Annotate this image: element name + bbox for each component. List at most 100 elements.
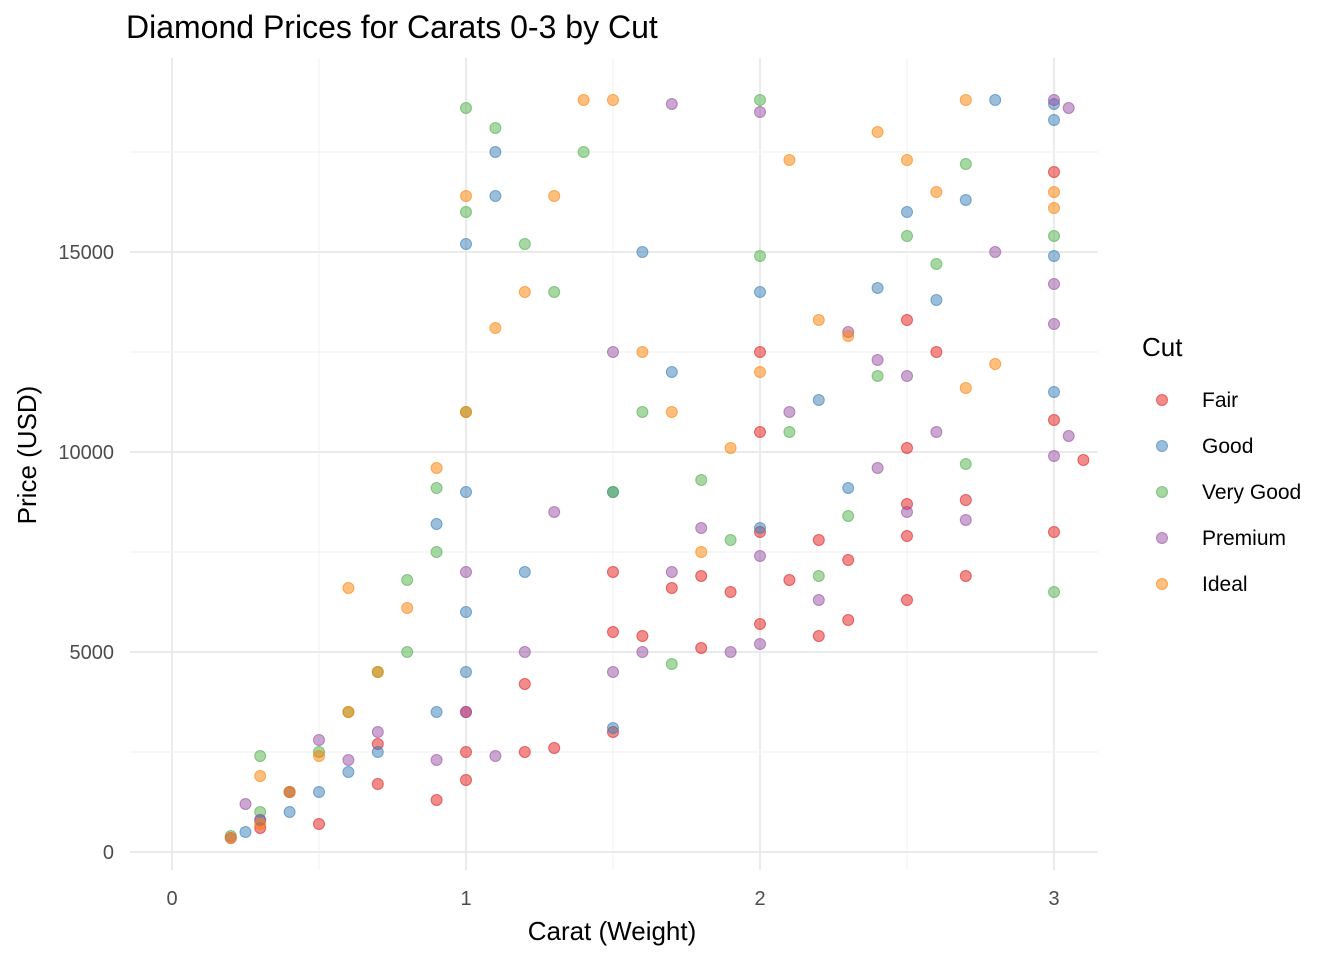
data-point: [871, 354, 884, 366]
data-point: [607, 666, 619, 678]
data-point: [1048, 526, 1060, 538]
legend-swatch: [1156, 486, 1168, 498]
x-axis-ticks: 0 1 2 3: [166, 888, 1059, 910]
data-point: [842, 554, 855, 566]
data-point: [342, 754, 355, 766]
data-point: [754, 94, 766, 106]
data-point: [783, 406, 796, 418]
y-tick-label: 0: [103, 842, 114, 864]
legend-swatch: [1156, 578, 1168, 590]
legend-label: Very Good: [1202, 481, 1301, 504]
data-point: [724, 442, 737, 454]
data-point: [871, 126, 884, 138]
data-point: [518, 286, 531, 298]
data-point: [430, 546, 443, 558]
data-point: [754, 286, 766, 298]
legend-swatch: [1156, 532, 1168, 544]
data-point: [1062, 102, 1075, 114]
y-axis-label: Price (USD): [12, 386, 42, 525]
data-point: [371, 778, 384, 790]
data-point: [313, 734, 325, 746]
data-point: [930, 426, 943, 438]
legend-swatch: [1156, 440, 1168, 452]
data-point: [959, 570, 972, 582]
data-point: [371, 746, 384, 758]
data-point: [460, 606, 472, 618]
data-point: [812, 594, 825, 606]
data-point: [754, 106, 766, 118]
data-point: [460, 566, 472, 578]
legend-title: Cut: [1142, 332, 1183, 362]
data-point: [430, 794, 443, 806]
data-point: [1048, 414, 1060, 426]
grid-lines: [130, 58, 1098, 870]
data-point: [401, 602, 414, 614]
series-very-good: [224, 94, 1060, 842]
data-point: [371, 726, 384, 738]
data-point: [239, 798, 252, 810]
legend: Cut Fair Good Very Good Premium Ideal: [1142, 332, 1301, 596]
data-point: [460, 746, 472, 758]
data-point: [607, 94, 619, 106]
data-point: [783, 574, 796, 586]
data-point: [724, 586, 737, 598]
data-point: [460, 238, 472, 250]
y-tick-label: 15000: [58, 242, 114, 264]
data-point: [342, 706, 355, 718]
data-point: [489, 750, 502, 762]
data-point: [577, 94, 590, 106]
data-point: [607, 486, 619, 498]
data-point: [959, 458, 972, 470]
data-point: [224, 832, 237, 844]
legend-label: Premium: [1202, 527, 1286, 550]
x-tick-label: 2: [754, 888, 765, 910]
data-point: [460, 102, 472, 114]
data-point: [1048, 386, 1060, 398]
data-point: [401, 646, 414, 658]
legend-swatch: [1156, 394, 1168, 406]
data-point: [812, 630, 825, 642]
data-point: [313, 818, 325, 830]
data-point: [754, 426, 766, 438]
x-axis-label: Carat (Weight): [528, 916, 697, 946]
data-point: [489, 122, 502, 134]
y-axis-ticks: 0 5000 10000 15000: [58, 242, 114, 864]
legend-label: Good: [1202, 435, 1253, 458]
data-point: [489, 190, 502, 202]
data-point: [1048, 450, 1060, 462]
data-point: [636, 646, 649, 658]
data-point: [518, 746, 531, 758]
data-point: [1048, 586, 1060, 598]
data-point: [254, 750, 267, 762]
data-point: [842, 330, 855, 342]
data-point: [518, 566, 531, 578]
data-point: [460, 206, 472, 218]
data-point: [665, 406, 678, 418]
data-point: [959, 158, 972, 170]
series-ideal: [224, 94, 1060, 844]
data-point: [371, 666, 384, 678]
data-point: [1048, 94, 1060, 106]
y-tick-label: 5000: [70, 642, 115, 664]
chart-title: Diamond Prices for Carats 0-3 by Cut: [126, 9, 658, 45]
data-point: [724, 646, 737, 658]
data-point: [607, 722, 619, 734]
series-good: [239, 94, 1060, 838]
data-point: [754, 550, 766, 562]
data-point: [548, 742, 561, 754]
data-point: [283, 786, 296, 798]
data-point: [1048, 114, 1060, 126]
data-point: [313, 750, 325, 762]
data-point: [812, 314, 825, 326]
data-point: [695, 546, 708, 558]
x-tick-label: 3: [1048, 888, 1059, 910]
data-point: [989, 94, 1002, 106]
data-point: [959, 194, 972, 206]
data-point: [430, 482, 443, 494]
data-point: [430, 462, 443, 474]
data-point: [695, 570, 708, 582]
data-point: [901, 530, 913, 542]
data-point: [724, 534, 737, 546]
data-point: [1062, 430, 1075, 442]
